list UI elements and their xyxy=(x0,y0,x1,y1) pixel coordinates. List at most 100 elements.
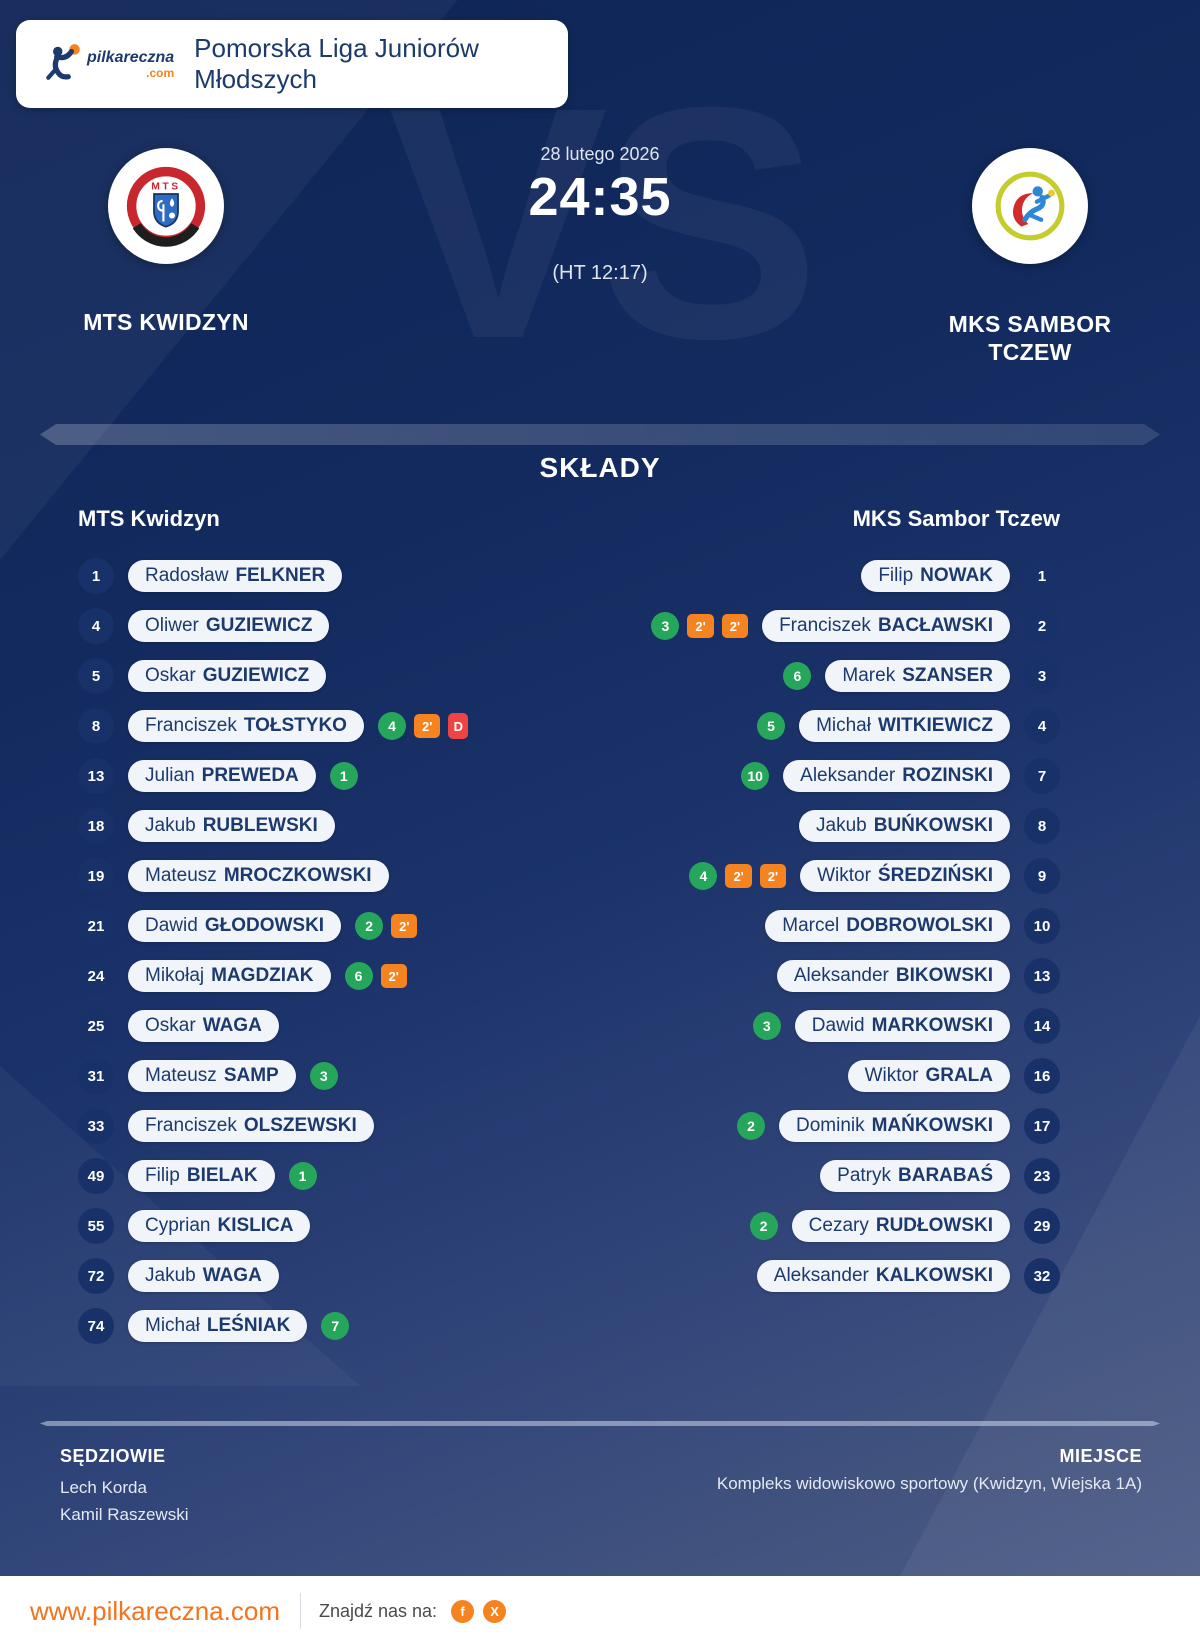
player-first-name: Patryk xyxy=(837,1165,891,1186)
player-number: 19 xyxy=(78,858,114,894)
facebook-icon[interactable]: f xyxy=(451,1599,475,1623)
player-row: 2 Cezary RUDŁOWSKI 29 xyxy=(749,1208,1060,1244)
halftime-score: (HT 12:17) xyxy=(552,262,648,284)
brand-tld: .com xyxy=(146,65,175,80)
player-badges: 6 xyxy=(783,662,812,690)
goals-count-badge: 6 xyxy=(783,662,812,690)
player-number: 1 xyxy=(1024,558,1060,594)
league-title: Pomorska Liga Juniorów Młodszych xyxy=(194,33,479,94)
player-badges: 1 xyxy=(329,762,358,790)
player-badges: 3 2' 2' xyxy=(651,612,749,640)
away-team-logo xyxy=(972,148,1088,264)
player-number: 55 xyxy=(78,1208,114,1244)
brand-name: pilkareczna xyxy=(87,48,175,66)
goals-count-badge: 1 xyxy=(329,762,358,790)
player-last-name: PREWEDA xyxy=(201,765,299,786)
player-row: 31 Mateusz SAMP 3 xyxy=(78,1058,338,1094)
player-row: 25 Oskar WAGA xyxy=(78,1008,279,1044)
player-name-pill: Oskar GUZIEWICZ xyxy=(128,660,327,692)
player-row: 4 Oliwer GUZIEWICZ xyxy=(78,608,330,644)
player-row: 55 Cyprian KISLICA xyxy=(78,1208,311,1244)
player-number: 4 xyxy=(78,608,114,644)
player-badges: 10 xyxy=(741,762,770,790)
player-first-name: Franciszek xyxy=(779,615,871,636)
player-last-name: OLSZEWSKI xyxy=(243,1115,357,1136)
player-number: 13 xyxy=(78,758,114,794)
x-icon[interactable]: X xyxy=(483,1599,507,1623)
player-last-name: FELKNER xyxy=(235,565,326,586)
player-number: 23 xyxy=(1024,1158,1060,1194)
player-last-name: RUBLEWSKI xyxy=(202,815,318,836)
player-badges: 4 2' 2' xyxy=(689,862,787,890)
goals-count-badge: 10 xyxy=(741,762,770,790)
goals-count-badge: 1 xyxy=(288,1162,317,1190)
player-number: 4 xyxy=(1024,708,1060,744)
player-name-pill: Franciszek OLSZEWSKI xyxy=(128,1110,374,1142)
player-number: 9 xyxy=(1024,858,1060,894)
player-name-pill: Aleksander ROZINSKI xyxy=(783,760,1010,792)
player-first-name: Franciszek xyxy=(145,715,237,736)
player-row: 18 Jakub RUBLEWSKI xyxy=(78,808,335,844)
goals-count-badge: 3 xyxy=(651,612,680,640)
away-lineup-header: MKS Sambor Tczew xyxy=(852,506,1060,531)
away-team-name: MKS SAMBOR TCZEW xyxy=(948,311,1112,365)
player-number: 21 xyxy=(78,908,114,944)
player-name-pill: Mateusz MROCZKOWSKI xyxy=(128,860,389,892)
player-first-name: Oskar xyxy=(145,1015,196,1036)
goals-count-badge: 4 xyxy=(377,712,406,740)
player-row: Marcel DOBROWOLSKI 10 xyxy=(765,908,1060,944)
player-name-pill: Jakub BUŃKOWSKI xyxy=(799,810,1010,842)
player-first-name: Julian xyxy=(145,765,195,786)
section-divider xyxy=(40,424,1160,445)
player-name-pill: Marcel DOBROWOLSKI xyxy=(765,910,1010,942)
player-first-name: Jakub xyxy=(145,815,196,836)
player-first-name: Dominik xyxy=(795,1115,865,1136)
player-number: 24 xyxy=(78,958,114,994)
player-number: 1 xyxy=(78,558,114,594)
player-number: 74 xyxy=(78,1308,114,1344)
player-row: 4 2' 2' Wiktor ŚREDZIŃSKI 9 xyxy=(689,858,1060,894)
player-last-name: BUŃKOWSKI xyxy=(873,815,993,836)
player-name-pill: Patryk BARABAŚ xyxy=(820,1160,1010,1192)
player-name-pill: Dominik MAŃKOWSKI xyxy=(778,1110,1010,1142)
player-number: 7 xyxy=(1024,758,1060,794)
player-last-name: MARKOWSKI xyxy=(871,1015,993,1036)
two-minute-penalty-badge: 2' xyxy=(687,614,714,638)
player-badges: 3 xyxy=(309,1062,338,1090)
away-lineup-list: Filip NOWAK 1 3 2' 2' Franciszek BACŁAWSKI 2 6 Mar… xyxy=(651,558,1060,1294)
player-badges: 4 2' D xyxy=(377,712,469,740)
player-last-name: BIELAK xyxy=(186,1165,258,1186)
player-name-pill: Julian PREWEDA xyxy=(128,760,316,792)
goals-count-badge: 3 xyxy=(309,1062,338,1090)
two-minute-penalty-badge: 2' xyxy=(413,714,441,738)
player-row: 3 Dawid MARKOWSKI 14 xyxy=(752,1008,1060,1044)
player-number: 2 xyxy=(1024,608,1060,644)
goals-count-badge: 3 xyxy=(752,1012,781,1040)
player-badges: 2 2' xyxy=(355,912,418,940)
player-last-name: ROZINSKI xyxy=(902,765,993,786)
player-name-pill: Filip NOWAK xyxy=(861,560,1010,592)
player-row: 6 Marek SZANSER 3 xyxy=(783,658,1060,694)
player-number: 8 xyxy=(78,708,114,744)
player-name-pill: Cyprian KISLICA xyxy=(128,1210,311,1242)
player-last-name: MAŃKOWSKI xyxy=(871,1115,993,1136)
player-last-name: WAGA xyxy=(202,1015,262,1036)
player-name-pill: Dawid GŁODOWSKI xyxy=(128,910,342,942)
player-name-pill: Radosław FELKNER xyxy=(128,560,343,592)
player-first-name: Radosław xyxy=(145,565,229,586)
home-team-logo: MTS xyxy=(108,148,224,264)
venue-label: MIEJSCE xyxy=(1059,1446,1142,1466)
goals-count-badge: 4 xyxy=(689,862,718,890)
website-link[interactable]: www.pilkareczna.com xyxy=(30,1595,280,1626)
player-first-name: Aleksander xyxy=(773,1265,869,1286)
player-number: 18 xyxy=(78,808,114,844)
player-name-pill: Mikołaj MAGDZIAK xyxy=(128,960,331,992)
player-number: 31 xyxy=(78,1058,114,1094)
player-number: 29 xyxy=(1024,1208,1060,1244)
player-first-name: Aleksander xyxy=(800,765,896,786)
player-first-name: Oliwer xyxy=(145,615,199,636)
player-last-name: SAMP xyxy=(223,1065,279,1086)
player-number: 14 xyxy=(1024,1008,1060,1044)
player-row: 5 Oskar GUZIEWICZ xyxy=(78,658,327,694)
info-divider xyxy=(40,1421,1160,1426)
